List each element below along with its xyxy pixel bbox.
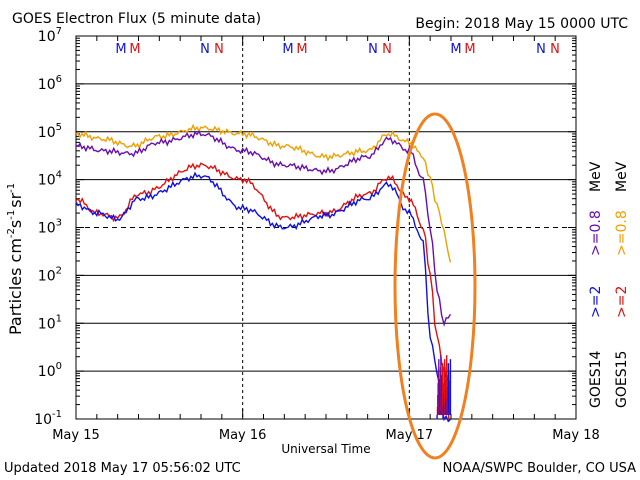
legend-goes14: GOES14 xyxy=(588,350,604,408)
y-tick-label: 100 xyxy=(38,361,62,380)
legend-unit-1: MeV xyxy=(588,161,604,192)
y-tick-label: 104 xyxy=(38,170,62,189)
marker-m: M xyxy=(282,42,293,57)
legend-goes14-ge08: >=0.8 xyxy=(588,210,604,256)
series-line-0 xyxy=(75,123,452,263)
source-credit: NOAA/SWPC Boulder, CO USA xyxy=(443,461,636,476)
marker-n: N xyxy=(550,42,560,57)
y-axis-label: Particles cm-2s-1sr-1 xyxy=(6,183,25,335)
marker-n: N xyxy=(536,42,546,57)
marker-n: N xyxy=(368,42,378,57)
y-tick-label: 107 xyxy=(38,26,62,45)
y-axis-ticks: 107 106 105 104 103 102 101 100 10-1 xyxy=(34,26,576,428)
grid-lines xyxy=(76,36,576,419)
y-tick-label: 103 xyxy=(38,218,62,237)
legend-goes14-ge2: >=2 xyxy=(588,286,604,318)
series-line-1 xyxy=(75,130,452,328)
marker-m: M xyxy=(115,42,126,57)
marker-n: N xyxy=(214,42,224,57)
x-tick-label: May 17 xyxy=(386,428,434,443)
y-tick-label: 102 xyxy=(38,265,62,284)
x-tick-label: May 15 xyxy=(52,428,100,443)
marker-m: M xyxy=(296,42,307,57)
x-axis-label: Universal Time xyxy=(281,442,370,456)
y-tick-label: 10-1 xyxy=(34,409,62,428)
legend-goes15-ge2: >=2 xyxy=(614,286,630,318)
x-tick-label: May 16 xyxy=(219,428,267,443)
begin-time: Begin: 2018 May 15 0000 UTC xyxy=(415,16,628,32)
marker-n: N xyxy=(382,42,392,57)
updated-time: Updated 2018 May 17 05:56:02 UTC xyxy=(4,461,241,476)
marker-m: M xyxy=(450,42,461,57)
chart-title: GOES Electron Flux (5 minute data) xyxy=(12,11,261,27)
marker-n: N xyxy=(200,42,210,57)
highlight-ellipse xyxy=(393,112,477,460)
legend-unit-2: MeV xyxy=(614,161,630,192)
legend-goes15: GOES15 xyxy=(614,351,630,408)
series-line-2 xyxy=(75,162,452,386)
x-tick-label: May 18 xyxy=(552,428,600,443)
y-tick-label: 106 xyxy=(38,74,62,93)
series-lines xyxy=(75,123,452,423)
y-tick-label: 101 xyxy=(38,313,62,332)
series-line-3 xyxy=(75,171,451,423)
marker-m: M xyxy=(129,42,140,57)
legend-goes15-ge08: >=0.8 xyxy=(614,210,630,256)
legend: GOES14 GOES15 >=2 >=2 >=0.8 >=0.8 MeV Me… xyxy=(588,161,630,408)
x-axis-ticks: May 15 May 16 May 17 May 18 xyxy=(52,36,600,443)
marker-m: M xyxy=(464,42,475,57)
y-tick-label: 105 xyxy=(38,122,62,141)
